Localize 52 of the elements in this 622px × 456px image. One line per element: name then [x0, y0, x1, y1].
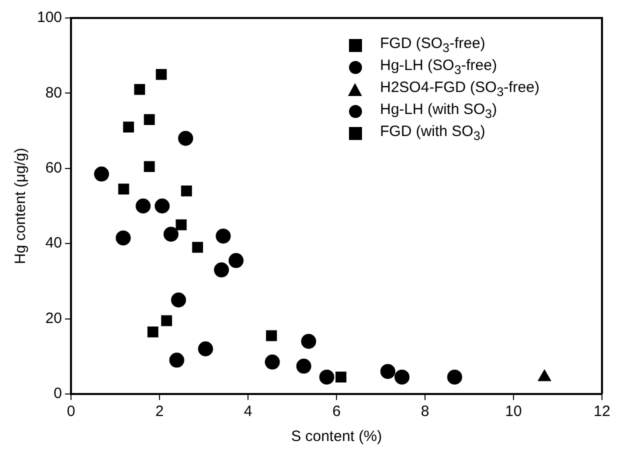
x-tick-label: 8: [420, 403, 430, 420]
point: [296, 358, 312, 374]
point: [169, 352, 184, 368]
y-tick-label: 100: [36, 9, 62, 26]
y-tick-label: 80: [45, 84, 62, 102]
point: [164, 226, 179, 242]
legend-label: H2SO4-FGD (SO$_{3}$-free): [380, 79, 540, 99]
point: [176, 219, 187, 230]
point: [94, 166, 110, 182]
x-tick-label: 0: [66, 403, 76, 420]
x-tick-label: 12: [594, 403, 610, 420]
point: [144, 114, 155, 125]
point: [319, 370, 334, 385]
point: [394, 370, 410, 385]
point: [171, 292, 186, 308]
point: [134, 84, 146, 95]
point: [178, 130, 194, 146]
y-tick-label: 20: [45, 310, 62, 327]
point: [156, 68, 167, 80]
x-tick-label: 4: [244, 403, 252, 420]
point: [228, 253, 244, 268]
point: [264, 354, 280, 370]
point: [123, 122, 134, 132]
y-axis-title: Hg content (μg/g): [12, 148, 30, 264]
legend-label: FGD (SO$_{3}$-free): [380, 35, 486, 55]
point: [116, 230, 131, 246]
x-tick-label: 6: [332, 403, 341, 420]
point: [136, 198, 151, 214]
point: [161, 315, 172, 326]
x-tick-label: 10: [505, 403, 522, 420]
y-tick-label: 0: [54, 385, 62, 402]
point: [192, 242, 204, 253]
point: [147, 326, 158, 338]
point: [214, 262, 229, 278]
point: [447, 370, 462, 385]
legend-label: FGD (with SO$_{3}$): [380, 123, 486, 143]
point: [335, 372, 346, 383]
point: [266, 330, 277, 342]
point: [216, 228, 231, 244]
point: [198, 341, 214, 356]
point: [181, 186, 192, 196]
x-tick-label: 2: [155, 403, 164, 420]
legend-label: Hg-LH (SO$_{3}$-free): [380, 57, 497, 77]
point: [118, 184, 130, 195]
y-tick-label: 60: [45, 160, 62, 177]
point: [144, 161, 155, 172]
y-tick-label: 40: [45, 234, 62, 252]
point: [301, 334, 316, 349]
point: [380, 364, 396, 379]
point: [154, 198, 170, 214]
legend-label: Hg-LH (with SO$_{3}$): [380, 101, 497, 121]
x-axis-title: S content (%): [291, 428, 382, 446]
